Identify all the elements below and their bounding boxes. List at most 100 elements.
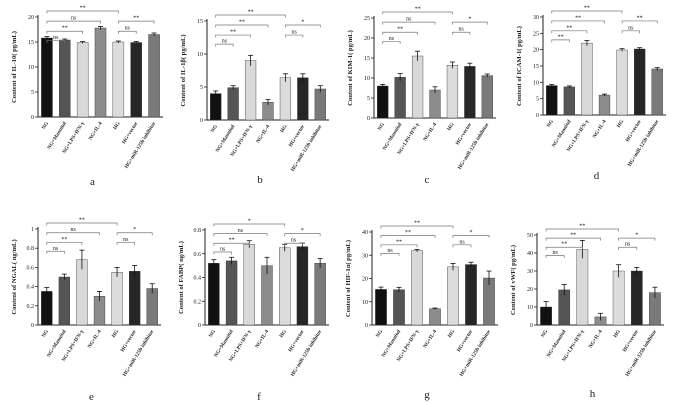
x-tick-label: HG+vector (625, 118, 644, 143)
y-tick-label: 0 (530, 323, 533, 329)
y-tick-label: 20 (364, 36, 370, 42)
x-tick-label: HG+miR-125b inhibitor (122, 328, 156, 377)
significance-bracket (46, 242, 83, 245)
significance-bracket (213, 223, 286, 227)
x-tick-label: HG+miR-125b inhibitor (124, 120, 158, 169)
significance-label: ** (415, 7, 421, 13)
significance-bracket (382, 41, 401, 44)
significance-label: ns (406, 17, 412, 23)
y-tick-label: 0.4 (194, 276, 202, 282)
y-tick-label: 15 (197, 19, 203, 25)
x-tick-label: NG (41, 329, 50, 339)
bar (146, 288, 158, 326)
y-tick-label: 10 (533, 80, 539, 86)
significance-label: ** (570, 233, 576, 239)
x-tick-label: NG+IL-4 (87, 329, 103, 350)
y-tick-label: 0 (365, 323, 368, 329)
significance-label: ** (230, 30, 236, 36)
y-tick-label: 25 (533, 31, 539, 37)
significance-bracket (215, 24, 269, 28)
bar (598, 94, 611, 116)
panel-d: 0 5 10 15 20 25 30 Content of ICAM-1( pg/mL) NG N… (516, 6, 666, 182)
x-tick-label: HG (279, 329, 288, 339)
significance-label: ns (53, 246, 59, 252)
x-tick-label: HG+vector (287, 328, 306, 353)
y-tick-label: 10 (197, 52, 203, 58)
x-tick-label: NG (546, 119, 555, 129)
bar (41, 37, 53, 118)
bar (76, 42, 89, 118)
y-tick-label: 0 (200, 118, 203, 124)
y-tick-label: 10 (364, 76, 370, 82)
bar (227, 87, 239, 121)
bar (576, 249, 589, 326)
significance-label: ** (558, 34, 564, 40)
x-tick-label: NG+IL-4 (255, 124, 271, 145)
bar (128, 271, 141, 326)
y-tick-label: 20 (28, 15, 34, 21)
significance-bracket (380, 235, 436, 238)
y-tick-label: 0.2 (194, 299, 202, 305)
x-tick-label: HG+vector (456, 328, 475, 353)
significance-label: ns (459, 239, 465, 245)
x-tick-label: HG+miR-125b inhibitor (290, 328, 324, 377)
y-axis-label: Content of KIM-1( pg/mL) (347, 30, 354, 106)
x-tick-label: HG (279, 124, 288, 134)
panel-letter: b (257, 174, 263, 186)
y-tick-label: 0 (31, 115, 34, 121)
x-tick-label: NG+IL-4 (588, 329, 604, 350)
significance-bracket (46, 222, 118, 226)
bar (76, 259, 88, 326)
bar (148, 34, 160, 118)
significance-bracket (545, 237, 601, 241)
significance-bracket (618, 237, 656, 241)
bar (111, 272, 123, 326)
y-tick-label: 5 (367, 96, 370, 102)
bar (393, 289, 405, 326)
y-tick-label: 0 (31, 323, 34, 329)
bar (429, 89, 441, 119)
y-tick-label: 40 (527, 251, 533, 257)
y-tick-label: 0.2 (27, 304, 35, 310)
x-tick-label: NG+IL-4 (88, 121, 104, 142)
significance-label: ** (414, 221, 420, 227)
bar (261, 265, 273, 326)
bar (279, 77, 292, 121)
bar (375, 289, 387, 326)
bar (130, 42, 142, 118)
bar (262, 101, 274, 121)
significance-label: ns (71, 16, 77, 22)
x-tick-label: NG (41, 121, 50, 131)
x-tick-label: HG+miR-125b inhibitor (459, 328, 493, 377)
significance-bracket (551, 20, 605, 24)
significance-bracket (215, 43, 234, 47)
bar (411, 55, 424, 119)
bar (481, 75, 493, 119)
y-tick-label: 30 (362, 253, 368, 259)
significance-label: ** (133, 16, 139, 22)
significance-bracket (551, 30, 588, 34)
y-tick-label: 30 (527, 269, 533, 275)
x-tick-label: HG+vector (121, 120, 140, 145)
x-tick-label: HG (447, 329, 456, 339)
significance-bracket (452, 31, 471, 35)
bar (225, 260, 238, 326)
bar (651, 68, 663, 116)
bar (279, 247, 291, 326)
panel-letter: f (257, 391, 261, 403)
bar (630, 270, 643, 326)
bar (563, 86, 576, 116)
significance-bracket (46, 250, 65, 254)
significance-label: ns (389, 36, 395, 42)
bar (208, 263, 220, 326)
y-axis-label: Content of IL-1β( pg/mL) (180, 34, 187, 106)
panel-letter: a (90, 176, 95, 188)
significance-label: ** (397, 27, 403, 33)
significance-bracket (46, 40, 66, 43)
significance-label: ** (61, 237, 67, 243)
significance-label: ns (552, 250, 558, 256)
